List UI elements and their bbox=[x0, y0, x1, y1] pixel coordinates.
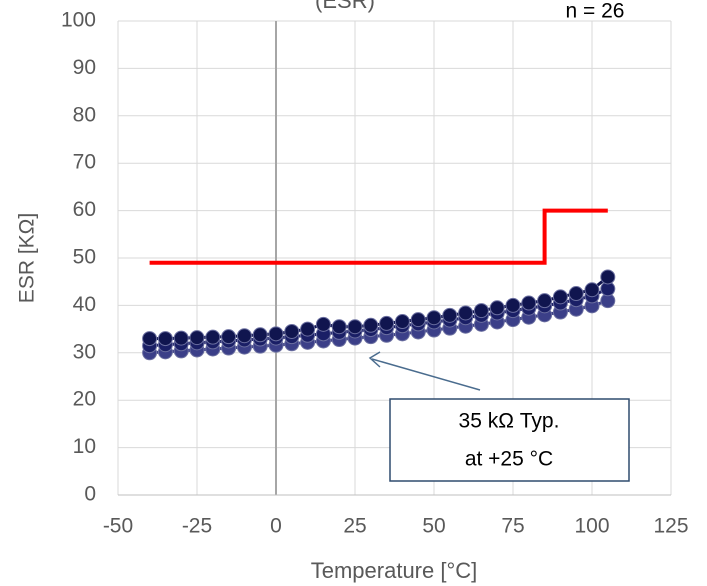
chart-subtitle: n = 26 bbox=[566, 0, 625, 23]
data-point bbox=[236, 328, 252, 344]
y-tick-label: 40 bbox=[73, 293, 96, 316]
data-point bbox=[331, 319, 347, 335]
data-point bbox=[157, 331, 173, 347]
data-point bbox=[584, 282, 600, 298]
data-point bbox=[221, 329, 237, 345]
y-tick-label: 80 bbox=[73, 103, 96, 126]
x-tick-label: -25 bbox=[182, 515, 212, 538]
y-axis-label: ESR [KΩ] bbox=[16, 213, 39, 303]
data-point bbox=[300, 321, 316, 337]
data-point bbox=[189, 330, 205, 346]
chart-title: (ESR) bbox=[315, 0, 375, 13]
y-tick-label: 90 bbox=[73, 56, 96, 79]
data-point bbox=[205, 329, 221, 345]
data-point bbox=[268, 326, 284, 342]
data-point bbox=[568, 286, 584, 302]
x-tick-label: 125 bbox=[653, 515, 688, 538]
annotation-arrow bbox=[371, 358, 481, 391]
x-tick-label: 50 bbox=[422, 515, 445, 538]
y-tick-label: 0 bbox=[84, 483, 96, 506]
data-point bbox=[537, 293, 553, 309]
annotation-text: 35 kΩ Typ. bbox=[459, 410, 560, 433]
annotation-box bbox=[389, 398, 630, 482]
data-point bbox=[284, 323, 300, 339]
data-point bbox=[442, 307, 458, 323]
y-tick-label: 20 bbox=[73, 388, 96, 411]
x-tick-label: 75 bbox=[501, 515, 524, 538]
x-tick-label: 100 bbox=[574, 515, 609, 538]
data-point bbox=[252, 327, 268, 343]
x-axis-label: Temperature [°C] bbox=[311, 558, 478, 583]
y-tick-label: 100 bbox=[61, 9, 96, 32]
data-point bbox=[473, 303, 489, 319]
data-point bbox=[379, 315, 395, 331]
annotation-text: at +25 °C bbox=[465, 448, 553, 471]
data-point bbox=[458, 305, 474, 321]
limit-line bbox=[149, 208, 608, 265]
annotation-arrowhead bbox=[368, 351, 381, 368]
data-point bbox=[552, 289, 568, 305]
data-point bbox=[315, 316, 331, 332]
x-tick-label: 0 bbox=[270, 515, 282, 538]
x-tick-label: 25 bbox=[343, 515, 366, 538]
y-tick-label: 70 bbox=[73, 151, 96, 174]
y-tick-label: 10 bbox=[73, 435, 96, 458]
data-point bbox=[142, 331, 158, 347]
data-point bbox=[521, 295, 537, 311]
y-tick-label: 60 bbox=[73, 198, 96, 221]
y-tick-label: 30 bbox=[73, 340, 96, 363]
data-point bbox=[426, 310, 442, 326]
data-point bbox=[347, 319, 363, 335]
data-point bbox=[410, 312, 426, 328]
data-point bbox=[363, 317, 379, 333]
data-point bbox=[394, 314, 410, 330]
y-tick-label: 50 bbox=[73, 246, 96, 269]
data-point bbox=[173, 330, 189, 346]
data-point bbox=[489, 300, 505, 316]
x-tick-label: -50 bbox=[103, 515, 133, 538]
data-point bbox=[505, 297, 521, 313]
data-point bbox=[600, 269, 616, 285]
